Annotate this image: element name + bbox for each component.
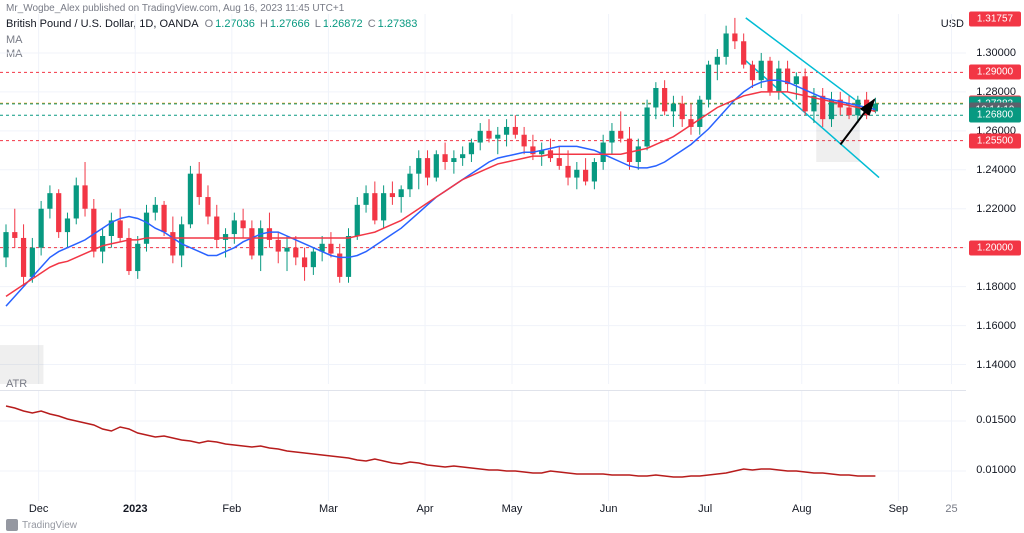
atr-pane[interactable]	[0, 390, 966, 501]
x-tick: Dec	[29, 503, 49, 515]
x-tick: Aug	[792, 503, 812, 515]
x-tick: Sep	[889, 503, 909, 515]
x-tick: Jun	[600, 503, 618, 515]
time-axis[interactable]: Dec 2023 Feb Mar Apr May Jun Jul Aug Sep 25	[0, 501, 966, 515]
y-tick-atr: 0.01000	[974, 464, 1018, 476]
price-tag: 1.31757	[969, 11, 1021, 26]
x-tick: May	[502, 503, 523, 515]
x-tick: Feb	[222, 503, 241, 515]
price-tag: 1.29000	[969, 65, 1021, 80]
publisher-line: Mr_Wogbe_Alex published on TradingView.c…	[6, 3, 1018, 14]
main-chart-svg	[0, 14, 966, 384]
price-tag: 1.20000	[969, 240, 1021, 255]
publisher-text: Mr_Wogbe_Alex published on TradingView.c…	[6, 3, 344, 14]
price-tag: 1.26800	[969, 108, 1021, 123]
price-tag: 1.25500	[969, 133, 1021, 148]
y-tick: 1.30000	[974, 47, 1018, 59]
x-tick: 25	[945, 503, 957, 515]
atr-chart-svg	[0, 391, 966, 501]
x-tick: Jul	[698, 503, 712, 515]
x-tick: Mar	[319, 503, 338, 515]
y-tick-atr: 0.01500	[974, 414, 1018, 426]
x-tick: 2023	[123, 503, 147, 515]
y-tick: 1.14000	[974, 359, 1018, 371]
y-tick: 1.18000	[974, 281, 1018, 293]
indicator-atr: ATR	[6, 378, 27, 390]
y-tick: 1.24000	[974, 164, 1018, 176]
tradingview-watermark: TradingView	[6, 519, 77, 531]
y-tick: 1.16000	[974, 320, 1018, 332]
y-tick: 1.22000	[974, 203, 1018, 215]
main-pane[interactable]	[0, 14, 966, 384]
price-axis[interactable]: 1.14000 1.16000 1.18000 1.20000 1.22000 1.240…	[966, 14, 1024, 501]
chart-area[interactable]	[0, 14, 966, 501]
x-tick: Apr	[416, 503, 433, 515]
tv-logo-icon	[6, 519, 18, 531]
